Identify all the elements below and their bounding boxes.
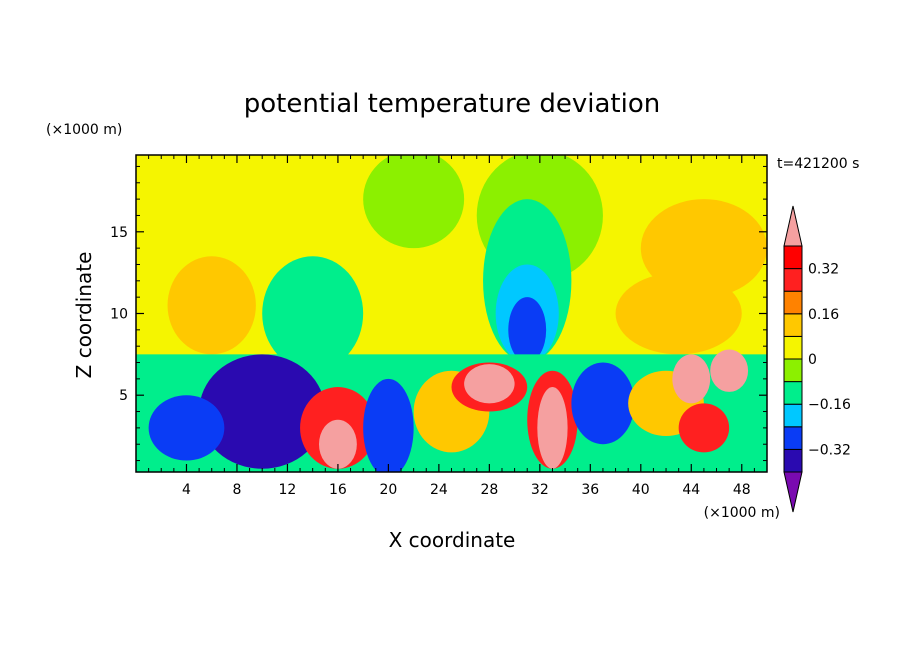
contour-field — [136, 155, 767, 472]
colorbar-box — [783, 358, 803, 383]
field-region-2 — [363, 155, 465, 249]
colorbar-box — [783, 381, 803, 405]
field-region-4 — [167, 256, 256, 355]
y-unit-label: (×1000 m) — [46, 122, 122, 138]
x-axis-ticks: 4 8 12 16 20 24 28 32 36 40 44 48 — [148, 155, 755, 498]
colorbar-box — [783, 313, 803, 337]
field-region-3 — [640, 199, 767, 298]
field-region-9 — [615, 272, 742, 355]
field-region-24 — [710, 349, 749, 392]
x-tick-label: 28 — [480, 482, 498, 498]
colorbar-tick-label: −0.16 — [808, 397, 851, 413]
y-tick-label: 5 — [119, 388, 128, 404]
chart-title: potential temperature deviation — [244, 89, 660, 119]
field-region-5 — [262, 256, 364, 371]
y-axis-label: Z coordinate — [72, 252, 96, 379]
colorbar-tick-label: 0.16 — [808, 307, 839, 323]
colorbar-extend-top — [783, 205, 803, 247]
time-label: t=421200 s — [777, 156, 859, 172]
colorbar-box — [783, 426, 803, 450]
colorbar: 0.32 0.16 0 −0.16 −0.32 — [783, 205, 851, 513]
field-region-12 — [148, 395, 225, 461]
x-tick-label: 16 — [329, 482, 347, 498]
y-axis-ticks: 5 10 15 — [110, 165, 767, 462]
x-tick-label: 32 — [531, 482, 549, 498]
field-region-25 — [678, 403, 730, 453]
field-region-11 — [199, 354, 326, 469]
x-tick-label: 36 — [581, 482, 599, 498]
y-tick-label: 15 — [110, 225, 128, 241]
colorbar-box — [783, 403, 803, 428]
x-tick-label: 4 — [182, 482, 191, 498]
field-region-23 — [672, 354, 711, 404]
field-region-8 — [508, 297, 547, 363]
field-region-15 — [363, 378, 414, 472]
x-axis-label: X coordinate — [389, 528, 516, 552]
colorbar-tick-label: 0 — [808, 352, 817, 368]
x-unit-label: (×1000 m) — [704, 505, 780, 521]
x-tick-label: 24 — [430, 482, 448, 498]
colorbar-box — [783, 335, 803, 360]
y-tick-label: 10 — [110, 307, 128, 323]
colorbar-box — [783, 268, 803, 292]
field-region-14 — [318, 419, 357, 469]
field-region-18 — [464, 364, 515, 404]
x-tick-label: 20 — [379, 482, 397, 498]
colorbar-box — [783, 245, 803, 270]
x-tick-label: 8 — [232, 482, 241, 498]
field-region-21 — [571, 362, 635, 445]
colorbar-tick-label: 0.32 — [808, 262, 839, 278]
field-region-20 — [537, 387, 568, 469]
x-tick-label: 48 — [733, 482, 751, 498]
x-tick-label: 12 — [279, 482, 297, 498]
colorbar-tick-label: −0.32 — [808, 442, 851, 458]
colorbar-box — [783, 290, 803, 315]
x-tick-label: 44 — [682, 482, 700, 498]
colorbar-box — [783, 448, 803, 473]
x-tick-label: 40 — [632, 482, 650, 498]
colorbar-extend-bottom — [783, 471, 803, 513]
